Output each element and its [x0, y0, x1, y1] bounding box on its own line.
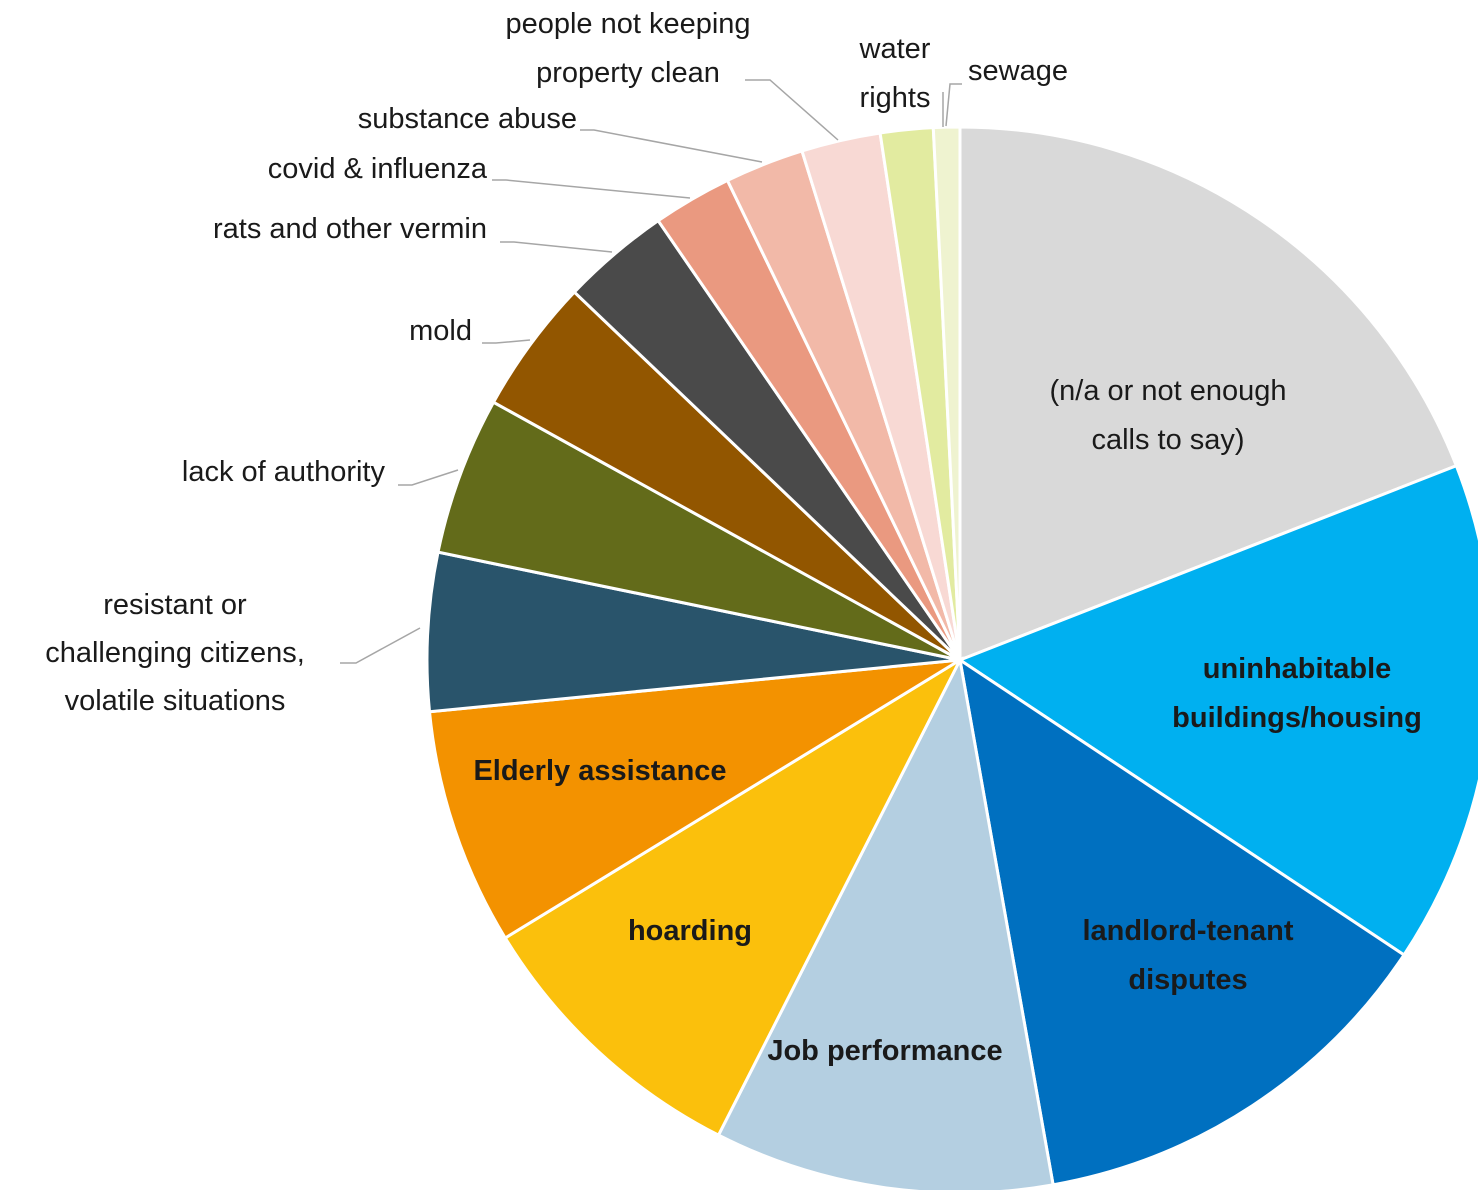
pie-slice	[503, 655, 964, 1138]
slice-label: substance abuse	[358, 103, 577, 135]
pie-slice	[958, 125, 1459, 663]
slice-label: mold	[409, 315, 472, 347]
pie-slice	[436, 400, 961, 662]
slice-label: uninhabitable buildings/housing	[1172, 653, 1422, 734]
slice-label: hoarding	[628, 915, 752, 947]
slice-label: people not keeping property clean	[505, 8, 750, 89]
leader-line	[482, 339, 531, 344]
slice-label: Job performance	[767, 1035, 1002, 1067]
pie-slice	[425, 550, 961, 714]
pie-slice	[931, 125, 962, 661]
pie-slice	[716, 655, 1055, 1190]
slice-label: landlord-tenant disputes	[1082, 915, 1293, 996]
pie-slice	[427, 658, 961, 941]
slice-label: Elderly assistance	[473, 755, 726, 787]
pie-slice	[956, 463, 1478, 957]
leader-line	[945, 83, 962, 127]
slice-label: (n/a or not enough calls to say)	[1049, 375, 1286, 456]
leader-line	[745, 79, 839, 141]
slice-label: covid & influenza	[268, 153, 488, 185]
leader-line	[492, 179, 691, 199]
leader-line	[500, 241, 613, 253]
slice-label: lack of authority	[182, 456, 386, 488]
leader-line	[340, 627, 421, 664]
slice-label: water rights	[859, 33, 931, 114]
leader-line	[580, 129, 763, 163]
pie-slice	[957, 656, 1407, 1187]
slice-label: resistant or challenging citizens, volatil…	[45, 589, 305, 717]
leader-line	[398, 469, 459, 486]
slice-label: sewage	[968, 55, 1068, 87]
slice-label: rats and other vermin	[213, 213, 487, 245]
